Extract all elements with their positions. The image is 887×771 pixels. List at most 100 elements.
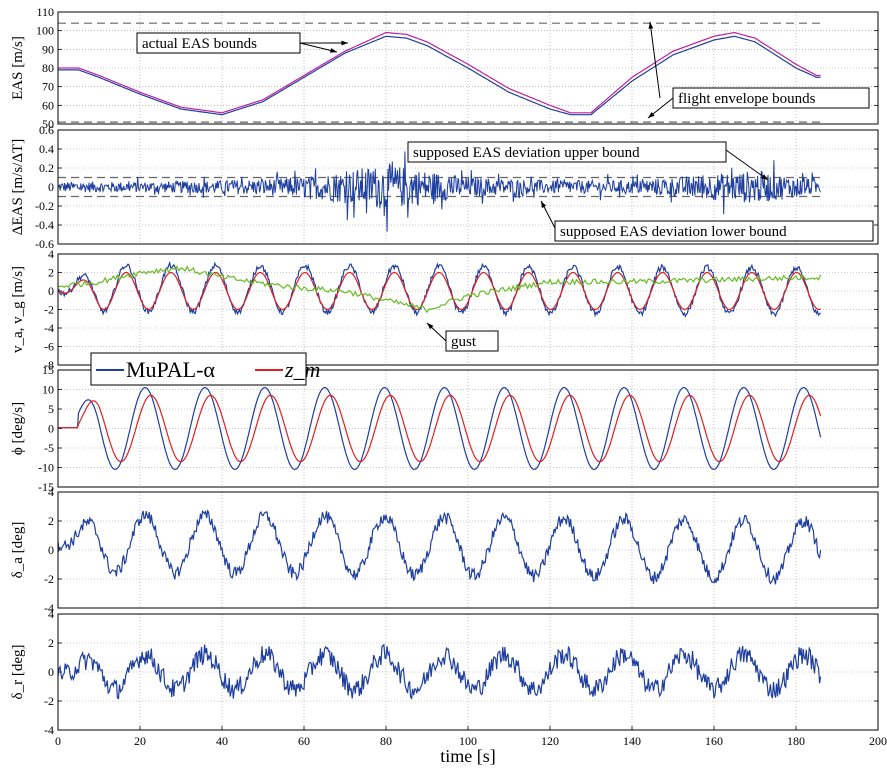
- y-tick-label: -15: [38, 480, 54, 494]
- annotation-lower-bound: supposed EAS deviation lower bound: [554, 220, 874, 242]
- annotation-lower-bound-box: [554, 220, 874, 242]
- y-tick-label: 90: [42, 42, 54, 56]
- x-tick-label: 20: [134, 734, 146, 748]
- annotation-actual-eas-text: actual EAS bounds: [142, 36, 257, 52]
- y-axis-label: v_a, v_g [m/s]: [10, 266, 26, 353]
- y-tick-label: -4: [44, 321, 54, 335]
- panel-2: -0.6 -0.4 -0.2 0 0.2 0.4 0.6 ΔEAS [m/s/ΔT]: [10, 123, 879, 251]
- y-tick-label: -10: [38, 461, 54, 475]
- y-tick-label: -2: [44, 694, 54, 708]
- annotation-gust-text: gust: [451, 334, 477, 350]
- y-tick-label: 0.2: [39, 161, 54, 175]
- arrow-line: [725, 149, 769, 181]
- annotation-flight-envelope-text: flight envelope bounds: [678, 91, 816, 107]
- panel-1: 50 60 70 80 90 100 110 EAS [m/s]: [10, 5, 879, 131]
- series-line-1: [57, 643, 822, 700]
- y-tick-label: 80: [42, 61, 54, 75]
- y-tick-label: -0.6: [35, 237, 54, 251]
- arrowhead: [648, 22, 654, 29]
- y-tick-label: 2: [48, 266, 54, 280]
- y-tick-label: 70: [42, 80, 54, 94]
- x-tick-label: 40: [216, 734, 228, 748]
- y-tick-label: 100: [36, 24, 54, 38]
- series-line-2: [58, 394, 822, 463]
- y-axis-label: ϕ [deg/s]: [10, 402, 26, 455]
- annotation-upper-bound-text: supposed EAS deviation upper bound: [413, 145, 640, 161]
- y-tick-label: 0: [48, 180, 54, 194]
- plot-frame: [57, 253, 879, 366]
- annotation-lower-bound-text: supposed EAS deviation lower bound: [560, 224, 787, 240]
- y-tick-label: 0: [48, 284, 54, 298]
- panel-4: -15 -10 -5 0 5 10 15 ϕ [deg/s]: [10, 363, 879, 494]
- y-tick-label: 0: [48, 422, 54, 436]
- y-axis-label: δ_r [deg]: [10, 645, 26, 700]
- y-axis-label: EAS [m/s]: [10, 36, 26, 100]
- x-tick-label: 140: [623, 734, 641, 748]
- x-tick-label: 180: [787, 734, 805, 748]
- plot-frame: [57, 11, 879, 125]
- annotation-upper-bound-box: [407, 141, 727, 163]
- y-tick-label: 2: [48, 636, 54, 650]
- x-tick-label: 60: [298, 734, 310, 748]
- y-tick-label: 110: [36, 5, 54, 19]
- arrow-line: [649, 21, 661, 99]
- y-tick-label: -4: [44, 723, 54, 737]
- arrowhead: [341, 40, 348, 46]
- y-tick-label: 0.6: [39, 123, 54, 137]
- y-tick-label: 2: [48, 514, 54, 528]
- y-tick-label: 4: [48, 607, 54, 621]
- x-axis-label: time [s]: [440, 746, 496, 766]
- y-tick-label: 0: [48, 543, 54, 557]
- y-tick-label: -2: [44, 572, 54, 586]
- legend-label-2: z_m: [284, 357, 320, 382]
- annotation-flight-envelope: flight envelope bounds: [672, 87, 870, 109]
- y-tick-label: 4: [48, 485, 54, 499]
- y-tick-label: 15: [42, 363, 54, 377]
- y-tick-label: -4: [44, 601, 54, 615]
- series-line-1: [57, 509, 822, 585]
- arrowhead: [761, 174, 768, 180]
- plot-frame: [57, 491, 879, 609]
- series-line-1: [58, 386, 822, 471]
- arrowhead: [427, 323, 434, 330]
- y-axis-label: δ_a [deg]: [10, 522, 26, 579]
- annotation-upper-bound: supposed EAS deviation upper bound: [407, 141, 727, 163]
- x-tick-label: 160: [705, 734, 723, 748]
- series-line-1: [58, 35, 821, 116]
- x-tick-label: 0: [55, 734, 61, 748]
- annotation-gust: gust: [445, 330, 499, 352]
- panel-5: -4 -2 0 2 4 δ_a [deg]: [10, 485, 879, 615]
- x-tick-label: 120: [541, 734, 559, 748]
- legend: MuPAL-α z_m: [90, 352, 320, 386]
- x-tick-label: 200: [869, 734, 887, 748]
- y-tick-label: 50: [42, 117, 54, 131]
- y-tick-label: 10: [42, 383, 54, 397]
- series-line-3: [57, 265, 822, 314]
- series-line-1: [57, 151, 821, 232]
- y-tick-label: -5: [44, 441, 54, 455]
- legend-label-1: MuPAL-α: [126, 357, 215, 382]
- panel-3: -8 -6 -4 -2 0 2 4 v_a, v_g [m/s]: [10, 247, 879, 372]
- y-tick-label: 0: [48, 665, 54, 679]
- series-line-2: [57, 271, 821, 311]
- y-tick-label: 0.4: [39, 142, 54, 156]
- y-tick-label: -0.2: [35, 199, 54, 213]
- x-tick-label: 80: [380, 734, 392, 748]
- y-tick-label: -0.4: [35, 218, 54, 232]
- y-tick-label: -6: [44, 340, 54, 354]
- series-line-2: [58, 31, 821, 114]
- x-tick-label: 100: [459, 734, 477, 748]
- y-tick-label: -8: [44, 358, 54, 372]
- y-tick-label: -2: [44, 303, 54, 317]
- y-tick-label: 60: [42, 98, 54, 112]
- panel-6: -4 -2 0 2 4 δ_r [deg] 0 20 40 60 80 100 120 140 160 180…: [10, 607, 887, 766]
- plot-frame: [57, 129, 879, 245]
- plot-frame: [57, 369, 879, 488]
- arrowhead: [648, 112, 655, 118]
- arrowhead: [541, 201, 547, 208]
- series-line-1: [57, 260, 822, 318]
- arrowhead: [330, 48, 337, 53]
- y-axis-label: ΔEAS [m/s/ΔT]: [10, 139, 26, 235]
- y-tick-label: 4: [48, 247, 54, 261]
